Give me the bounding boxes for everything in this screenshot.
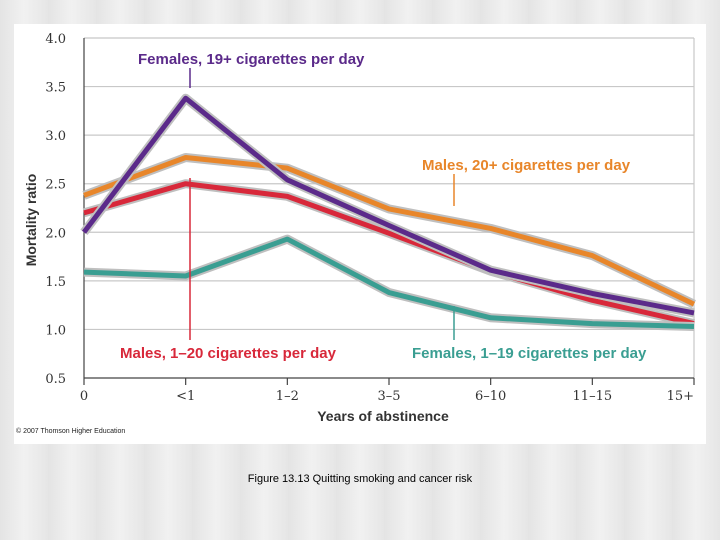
y-tick-label: 4.0 — [45, 32, 66, 47]
caption-text: Figure 13.13 Quitting smoking and cancer… — [247, 473, 473, 485]
copyright-notice: © 2007 Thomson Higher Education — [16, 428, 126, 435]
series-labels: Males, 20+ cigarettes per day Males, 1–20… — [120, 51, 647, 362]
series-label-1: Males, 1–20 cigarettes per day — [120, 345, 337, 362]
series-label-2: Females, 19+ cigarettes per day — [138, 51, 365, 68]
y-axis-title: Mortality ratio — [23, 174, 39, 267]
y-tick-label: 2.5 — [45, 178, 66, 193]
x-tick-label: 0 — [80, 389, 88, 404]
series-line-1 — [83, 181, 695, 327]
y-tick-label: 1.0 — [45, 323, 66, 338]
y-tick-label: 1.5 — [45, 275, 66, 290]
x-tick-label: 3–5 — [377, 389, 400, 404]
series-lines — [80, 93, 696, 332]
y-tick-label: 3.5 — [45, 81, 66, 96]
x-tick-label: <1 — [176, 389, 195, 404]
chart-figure: 4.0 3.5 3.0 2.5 2.0 1.5 1.0 0.5 0 <1 1–2 3–5 6–10 11–… — [14, 24, 706, 444]
series-label-0: Males, 20+ cigarettes per day — [422, 157, 631, 174]
series-line-0 — [83, 154, 696, 307]
series-line-3 — [83, 236, 695, 330]
series-line-shadow — [83, 234, 695, 332]
x-tick-label: 1–2 — [276, 389, 299, 404]
y-tick-label: 2.0 — [45, 226, 66, 241]
series-line-2 — [82, 95, 695, 316]
x-axis-title: Years of abstinence — [317, 408, 449, 424]
y-tick-label: 3.0 — [45, 129, 66, 144]
y-tick-label: 0.5 — [45, 372, 66, 387]
x-tick-label: 11–15 — [573, 389, 613, 404]
axes: 4.0 3.5 3.0 2.5 2.0 1.5 1.0 0.5 0 <1 1–2 3–5 6–10 11–… — [45, 32, 695, 404]
figure-caption: Figure 13.13 Quitting smoking and cancer… — [0, 473, 720, 485]
x-tick-label: 6–10 — [475, 389, 506, 404]
x-tick-label: 15+ — [667, 389, 694, 404]
line-chart: 4.0 3.5 3.0 2.5 2.0 1.5 1.0 0.5 0 <1 1–2 3–5 6–10 11–… — [23, 32, 696, 424]
series-label-3: Females, 1–19 cigarettes per day — [412, 345, 647, 362]
